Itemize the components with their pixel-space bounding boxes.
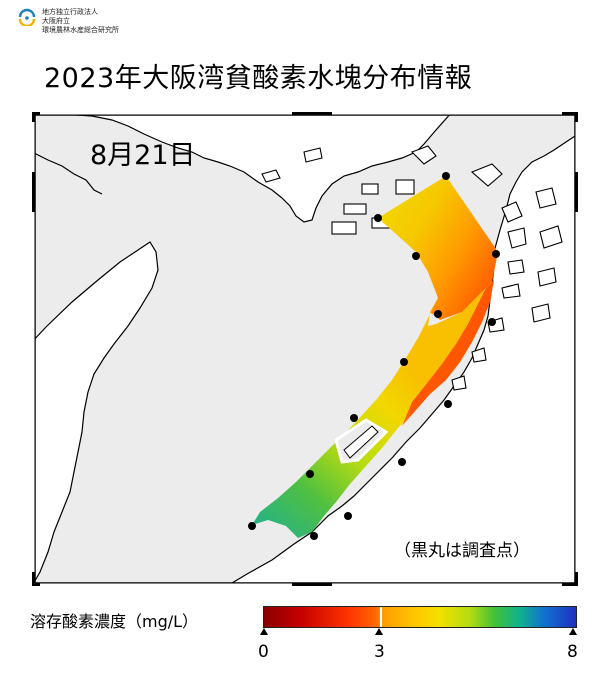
mainland-coast: [32, 111, 579, 587]
map-canvas: 8月21日 （黒丸は調査点）: [31, 111, 579, 589]
oxygen-distribution-map: 8月21日 （黒丸は調査点）: [31, 111, 579, 589]
organization-logo-icon: [18, 8, 36, 26]
survey-points: [248, 172, 500, 540]
survey-point-note: （黒丸は調査点）: [394, 541, 530, 561]
survey-point: [310, 532, 318, 540]
page-title: 2023年大阪湾貧酸素水塊分布情報: [44, 63, 473, 94]
survey-point: [412, 252, 420, 260]
organization-line-1: 地方独立行政法人: [42, 8, 98, 16]
tick-mark-0: [260, 628, 268, 635]
survey-point: [350, 414, 358, 422]
color-scale-bar: [263, 606, 577, 628]
do-area-north: [378, 176, 498, 320]
tick-mark-3: [375, 628, 383, 635]
tick-label-0: 0: [258, 642, 269, 662]
awaji-island: [31, 241, 159, 589]
map-frame-white-marks: [31, 111, 579, 587]
organization-name: 地方独立行政法人 大阪府立 環境農林水産総合研究所: [42, 8, 119, 35]
organization-line-2: 大阪府立: [42, 17, 70, 25]
survey-point: [374, 214, 382, 222]
survey-point: [434, 310, 442, 318]
survey-point: [492, 250, 500, 258]
survey-point: [398, 458, 406, 466]
survey-point: [344, 512, 352, 520]
survey-date: 8月21日: [90, 140, 196, 171]
threshold-marker: [380, 607, 382, 627]
survey-point: [400, 358, 408, 366]
legend-title: 溶存酸素濃度（mg/L）: [30, 612, 199, 631]
tick-label-3: 3: [374, 642, 385, 662]
organization-line-3: 環境農林水産総合研究所: [42, 26, 119, 34]
do-area-east-low: [402, 280, 494, 426]
survey-point: [444, 400, 452, 408]
tick-mark-8: [569, 628, 577, 635]
north-coast-line: [31, 151, 103, 195]
survey-point: [488, 318, 496, 326]
survey-point: [248, 522, 256, 530]
organization-header: 地方独立行政法人 大阪府立 環境農林水産総合研究所: [18, 8, 119, 35]
survey-point: [306, 470, 314, 478]
survey-point: [442, 172, 450, 180]
tick-label-8: 8: [567, 642, 578, 662]
airport-runway: [343, 425, 379, 459]
